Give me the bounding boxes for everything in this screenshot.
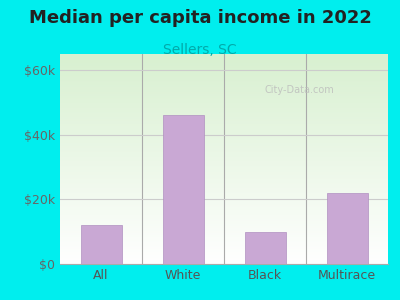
Bar (326, 193, 368, 264)
Bar (244, 232, 286, 264)
Text: City-Data.com: City-Data.com (264, 85, 334, 95)
Text: Median per capita income in 2022: Median per capita income in 2022 (28, 9, 372, 27)
Bar (80, 225, 122, 264)
Bar (162, 116, 204, 264)
Text: Sellers, SC: Sellers, SC (163, 44, 237, 58)
